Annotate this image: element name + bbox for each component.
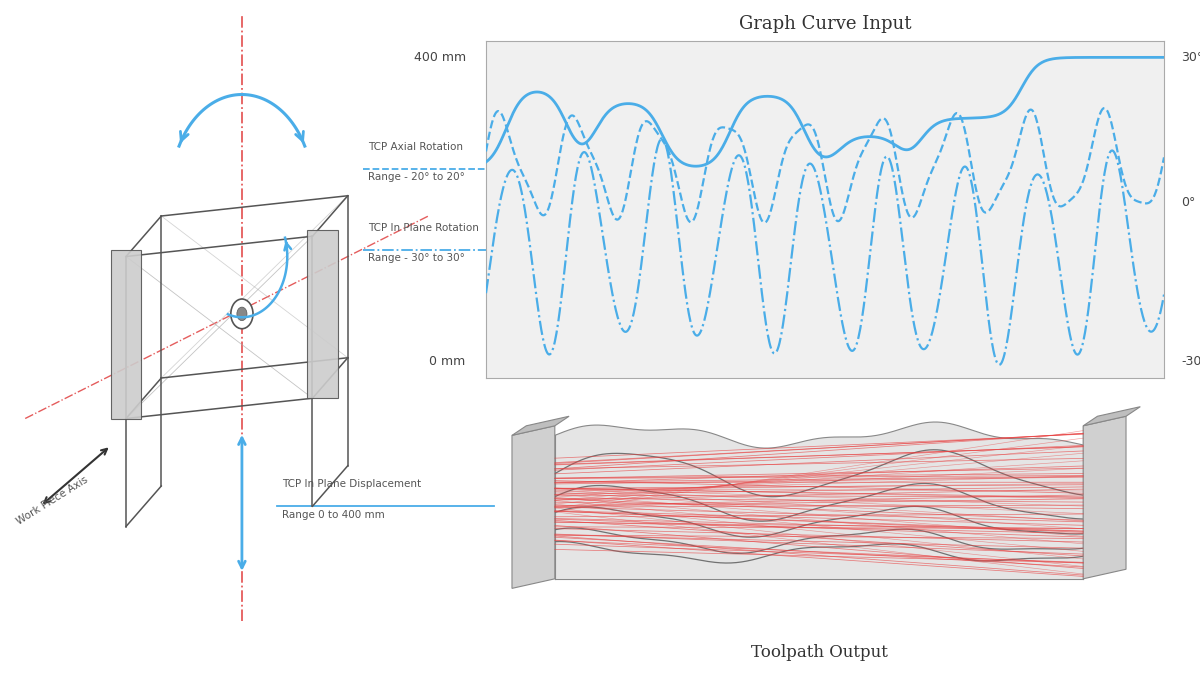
Polygon shape <box>307 230 337 398</box>
Text: 0°: 0° <box>1181 196 1195 209</box>
Text: 0 mm: 0 mm <box>430 355 466 368</box>
Polygon shape <box>1084 406 1140 426</box>
Circle shape <box>236 307 247 321</box>
Polygon shape <box>110 250 142 418</box>
Circle shape <box>230 299 253 329</box>
Polygon shape <box>512 416 569 435</box>
Polygon shape <box>1084 416 1126 579</box>
Text: TCP In Plane Displacement: TCP In Plane Displacement <box>282 479 421 489</box>
Polygon shape <box>554 422 1084 579</box>
Text: 30°: 30° <box>1181 51 1200 63</box>
Text: Range - 20° to 20°: Range - 20° to 20° <box>368 172 464 182</box>
Text: TCP In Plane Rotation: TCP In Plane Rotation <box>368 223 479 233</box>
Text: 400 mm: 400 mm <box>414 51 466 63</box>
Text: Toolpath Output: Toolpath Output <box>750 644 888 661</box>
Text: Work Piece Axis: Work Piece Axis <box>16 475 90 526</box>
Text: Range 0 to 400 mm: Range 0 to 400 mm <box>282 510 385 520</box>
Text: -30°: -30° <box>1181 355 1200 368</box>
Polygon shape <box>512 426 554 589</box>
Title: Graph Curve Input: Graph Curve Input <box>739 16 911 33</box>
Text: Range - 30° to 30°: Range - 30° to 30° <box>368 253 464 263</box>
Text: TCP Axial Rotation: TCP Axial Rotation <box>368 142 463 152</box>
